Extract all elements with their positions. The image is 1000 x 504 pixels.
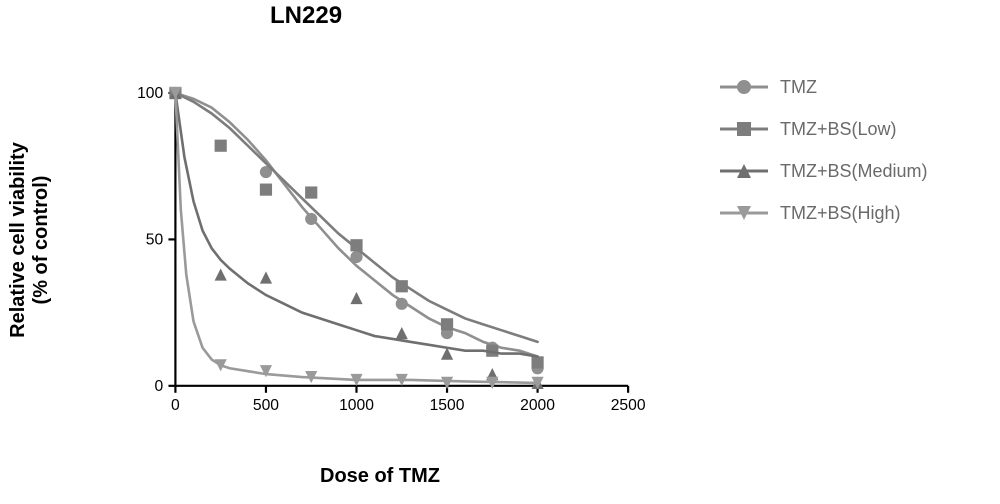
legend-label: TMZ+BS(High) [780,203,901,224]
legend-swatch [720,119,768,139]
legend-item: TMZ [720,75,928,99]
svg-text:1500: 1500 [430,397,465,414]
svg-text:0: 0 [155,378,164,395]
chart-title: LN229 [270,2,342,30]
chart-plot: 05001000150020002500050100 [120,55,640,425]
chart-container: LN229 Relative cell viability(% of contr… [0,0,1000,504]
svg-text:1000: 1000 [339,397,374,414]
svg-text:50: 50 [146,232,164,249]
legend-swatch [720,161,768,181]
chart-legend: TMZ TMZ+BS(Low) TMZ+BS(Medium) TMZ+BS(High) [720,75,928,243]
x-axis-label: Dose of TMZ [320,465,440,488]
legend-swatch [720,77,768,97]
legend-item: TMZ+BS(Medium) [720,159,928,183]
svg-text:0: 0 [171,397,180,414]
legend-item: TMZ+BS(High) [720,201,928,225]
legend-swatch [720,203,768,223]
y-axis-label: Relative cell viability(% of control) [7,142,53,338]
legend-item: TMZ+BS(Low) [720,117,928,141]
legend-label: TMZ+BS(Low) [780,119,897,140]
legend-label: TMZ+BS(Medium) [780,161,928,182]
svg-text:2000: 2000 [520,397,555,414]
legend-label: TMZ [780,77,817,98]
svg-text:100: 100 [137,85,163,102]
svg-text:2500: 2500 [611,397,646,414]
svg-text:500: 500 [253,397,279,414]
